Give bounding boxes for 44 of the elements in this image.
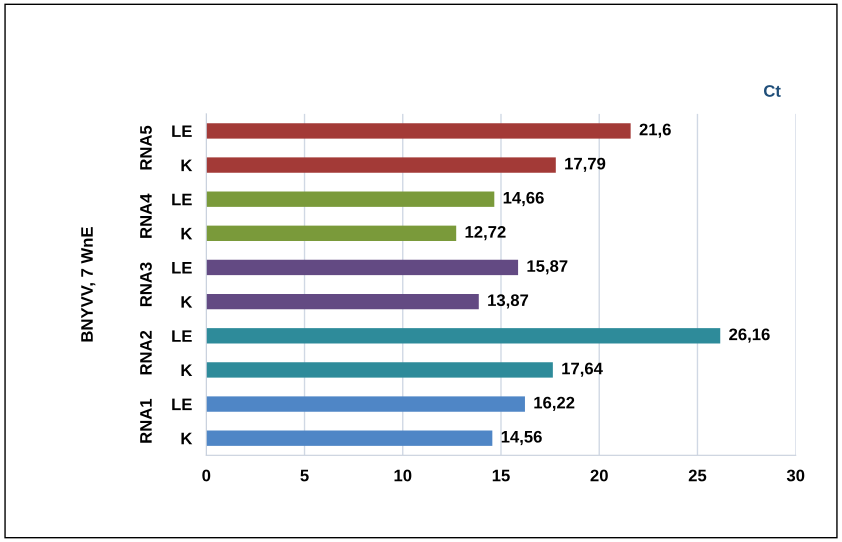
y-tick-label: LE xyxy=(172,194,192,206)
y-tick-label: LE xyxy=(172,125,192,137)
x-tick-label: 15 xyxy=(492,470,510,482)
x-tick-label: 10 xyxy=(394,470,412,482)
y-tick-label: LE xyxy=(172,398,192,410)
data-label: 26,16 xyxy=(729,328,770,343)
chart-title: Ct xyxy=(764,85,781,97)
data-label: 14,66 xyxy=(504,192,544,206)
bar xyxy=(206,294,479,310)
bar xyxy=(206,430,492,446)
data-label: 15,87 xyxy=(527,260,568,274)
data-label: 14,56 xyxy=(502,430,542,446)
text: RNA5 xyxy=(140,126,152,170)
bar xyxy=(206,123,631,139)
x-tick-label: 25 xyxy=(688,470,706,482)
data-label: 12,72 xyxy=(466,226,506,240)
x-tick-label: 30 xyxy=(786,470,804,482)
y-tick-label: K xyxy=(181,228,192,240)
y-tick-label: LE xyxy=(172,262,192,274)
text: RNA2 xyxy=(140,330,152,374)
bar xyxy=(206,260,518,276)
data-label: 21,6 xyxy=(640,124,671,138)
data-label: 17,79 xyxy=(565,158,606,172)
data-label: 16,22 xyxy=(534,396,574,411)
y-tick-label: LE xyxy=(172,330,192,342)
text: RNA4 xyxy=(140,194,152,238)
bar xyxy=(206,192,494,207)
bar xyxy=(206,328,720,344)
bar xyxy=(206,157,556,173)
text: RNA1 xyxy=(140,398,152,443)
bar xyxy=(206,396,525,412)
text: RNA3 xyxy=(140,262,152,306)
y-tick-label: K xyxy=(181,296,192,308)
data-label: 17,64 xyxy=(562,362,603,377)
text: BNYVV, 7 WnE xyxy=(81,227,96,342)
bar xyxy=(206,362,553,378)
data-label: 13,87 xyxy=(488,294,528,309)
y-tick-label: K xyxy=(181,364,192,376)
bar xyxy=(206,226,456,242)
y-tick-label: K xyxy=(181,160,192,172)
x-tick-label: 0 xyxy=(202,470,210,482)
y-tick-label: K xyxy=(181,432,192,444)
x-tick-label: 5 xyxy=(300,470,309,482)
x-tick-label: 20 xyxy=(590,470,608,482)
